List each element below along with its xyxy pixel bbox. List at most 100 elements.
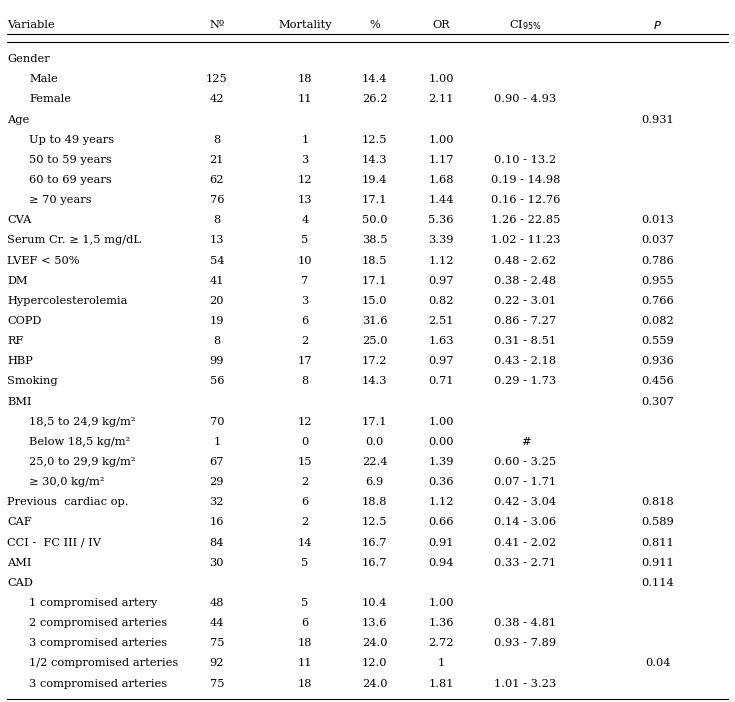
Text: 8: 8 — [213, 135, 220, 145]
Text: 0.786: 0.786 — [642, 256, 674, 265]
Text: 17.1: 17.1 — [362, 417, 387, 427]
Text: Serum Cr. ≥ 1,5 mg/dL: Serum Cr. ≥ 1,5 mg/dL — [7, 235, 141, 246]
Text: 1.01 - 3.23: 1.01 - 3.23 — [495, 679, 556, 689]
Text: 1: 1 — [301, 135, 309, 145]
Text: 0.66: 0.66 — [429, 517, 453, 527]
Text: 12.0: 12.0 — [362, 658, 387, 668]
Text: Up to 49 years: Up to 49 years — [29, 135, 115, 145]
Text: 2: 2 — [301, 477, 309, 487]
Text: 5: 5 — [301, 598, 309, 608]
Text: 1.00: 1.00 — [429, 74, 453, 84]
Text: 20: 20 — [209, 296, 224, 306]
Text: 5: 5 — [301, 557, 309, 568]
Text: 3 compromised arteries: 3 compromised arteries — [29, 679, 168, 689]
Text: BMI: BMI — [7, 397, 32, 406]
Text: 0.19 - 14.98: 0.19 - 14.98 — [491, 175, 560, 185]
Text: 0.07 - 1.71: 0.07 - 1.71 — [495, 477, 556, 487]
Text: 2.51: 2.51 — [429, 316, 453, 326]
Text: 76: 76 — [209, 195, 224, 205]
Text: 0.766: 0.766 — [642, 296, 674, 306]
Text: 0.38 - 4.81: 0.38 - 4.81 — [495, 618, 556, 628]
Text: 0.931: 0.931 — [642, 114, 674, 125]
Text: Nº: Nº — [209, 20, 224, 30]
Text: 6: 6 — [301, 497, 309, 508]
Text: 7: 7 — [301, 276, 309, 286]
Text: 14: 14 — [298, 538, 312, 548]
Text: 3: 3 — [301, 296, 309, 306]
Text: CCI -  FC III / IV: CCI - FC III / IV — [7, 538, 101, 548]
Text: 0.43 - 2.18: 0.43 - 2.18 — [495, 357, 556, 366]
Text: 14.4: 14.4 — [362, 74, 387, 84]
Text: 0.307: 0.307 — [642, 397, 674, 406]
Text: 0.114: 0.114 — [642, 578, 674, 588]
Text: 1/2 compromised arteries: 1/2 compromised arteries — [29, 658, 179, 668]
Text: 1: 1 — [437, 658, 445, 668]
Text: 125: 125 — [206, 74, 228, 84]
Text: 1.12: 1.12 — [429, 497, 453, 508]
Text: 0.559: 0.559 — [642, 336, 674, 346]
Text: CVA: CVA — [7, 216, 32, 225]
Text: 8: 8 — [213, 336, 220, 346]
Text: 1.12: 1.12 — [429, 256, 453, 265]
Text: 13: 13 — [298, 195, 312, 205]
Text: 0.86 - 7.27: 0.86 - 7.27 — [495, 316, 556, 326]
Text: 17.1: 17.1 — [362, 195, 387, 205]
Text: 10: 10 — [298, 256, 312, 265]
Text: 0.04: 0.04 — [645, 658, 670, 668]
Text: 1.68: 1.68 — [429, 175, 453, 185]
Text: 18,5 to 24,9 kg/m²: 18,5 to 24,9 kg/m² — [29, 417, 136, 427]
Text: 13: 13 — [209, 235, 224, 246]
Text: 12: 12 — [298, 417, 312, 427]
Text: 10.4: 10.4 — [362, 598, 387, 608]
Text: Gender: Gender — [7, 54, 50, 64]
Text: Previous  cardiac op.: Previous cardiac op. — [7, 497, 129, 508]
Text: 0.33 - 2.71: 0.33 - 2.71 — [495, 557, 556, 568]
Text: Smoking: Smoking — [7, 376, 58, 386]
Text: 0.082: 0.082 — [642, 316, 674, 326]
Text: 6: 6 — [301, 316, 309, 326]
Text: 0.456: 0.456 — [642, 376, 674, 386]
Text: AMI: AMI — [7, 557, 32, 568]
Text: 8: 8 — [213, 216, 220, 225]
Text: Male: Male — [29, 74, 58, 84]
Text: 2 compromised arteries: 2 compromised arteries — [29, 618, 168, 628]
Text: 75: 75 — [209, 638, 224, 648]
Text: 0.037: 0.037 — [642, 235, 674, 246]
Text: 67: 67 — [209, 457, 224, 467]
Text: $P$: $P$ — [653, 19, 662, 32]
Text: 0.82: 0.82 — [429, 296, 453, 306]
Text: LVEF < 50%: LVEF < 50% — [7, 256, 80, 265]
Text: 25,0 to 29,9 kg/m²: 25,0 to 29,9 kg/m² — [29, 457, 136, 467]
Text: 0.97: 0.97 — [429, 357, 453, 366]
Text: 17.2: 17.2 — [362, 357, 387, 366]
Text: 0.48 - 2.62: 0.48 - 2.62 — [495, 256, 556, 265]
Text: 60 to 69 years: 60 to 69 years — [29, 175, 112, 185]
Text: 0: 0 — [301, 437, 309, 447]
Text: 31.6: 31.6 — [362, 316, 387, 326]
Text: 14.3: 14.3 — [362, 155, 387, 165]
Text: 0.589: 0.589 — [642, 517, 674, 527]
Text: 0.91: 0.91 — [429, 538, 453, 548]
Text: 24.0: 24.0 — [362, 638, 387, 648]
Text: 19.4: 19.4 — [362, 175, 387, 185]
Text: 1.44: 1.44 — [429, 195, 453, 205]
Text: 4: 4 — [301, 216, 309, 225]
Text: 14.3: 14.3 — [362, 376, 387, 386]
Text: 1 compromised artery: 1 compromised artery — [29, 598, 157, 608]
Text: #: # — [521, 437, 530, 447]
Text: 17.1: 17.1 — [362, 276, 387, 286]
Text: Below 18,5 kg/m²: Below 18,5 kg/m² — [29, 437, 131, 447]
Text: 0.94: 0.94 — [429, 557, 453, 568]
Text: 1.00: 1.00 — [429, 417, 453, 427]
Text: Female: Female — [29, 95, 71, 105]
Text: 1.00: 1.00 — [429, 598, 453, 608]
Text: CAF: CAF — [7, 517, 32, 527]
Text: 32: 32 — [209, 497, 224, 508]
Text: 2: 2 — [301, 336, 309, 346]
Text: 5.36: 5.36 — [429, 216, 453, 225]
Text: ≥ 70 years: ≥ 70 years — [29, 195, 92, 205]
Text: 0.36: 0.36 — [429, 477, 453, 487]
Text: COPD: COPD — [7, 316, 42, 326]
Text: 2.72: 2.72 — [429, 638, 453, 648]
Text: 0.0: 0.0 — [366, 437, 384, 447]
